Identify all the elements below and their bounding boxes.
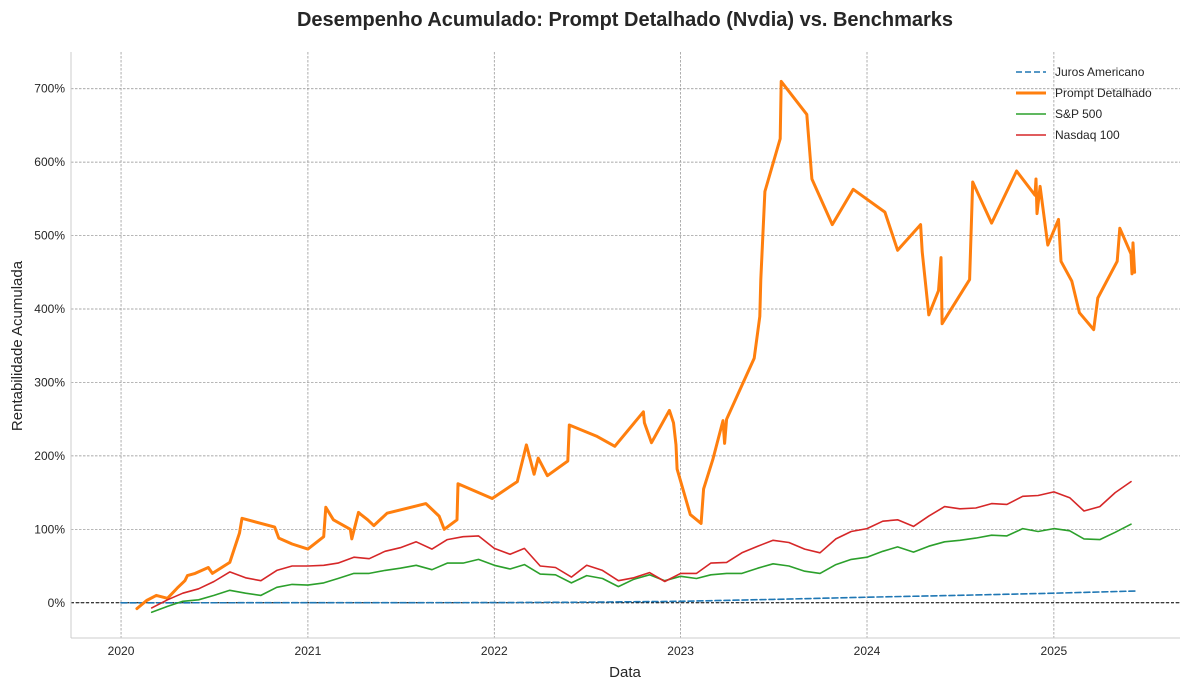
x-tick-label: 2025 bbox=[1041, 644, 1068, 658]
series-line-1 bbox=[135, 79, 1137, 611]
axes bbox=[70, 52, 1180, 639]
x-axis-ticks: 2020 2021 2022 2023 2024 2025 bbox=[108, 644, 1068, 658]
x-tick-label: 2021 bbox=[295, 644, 322, 658]
y-tick-label: 200% bbox=[34, 449, 65, 463]
legend-label-1: Prompt Detalhado bbox=[1055, 86, 1152, 100]
series-line-0 bbox=[120, 590, 1137, 604]
y-tick-label: 400% bbox=[34, 302, 65, 316]
y-axis-ticks: 0% 100% 200% 300% 400% 500% 600% 700% bbox=[34, 82, 65, 610]
legend-label-3: Nasdaq 100 bbox=[1055, 128, 1120, 142]
y-tick-label: 600% bbox=[34, 155, 65, 169]
grid-lines bbox=[71, 52, 1180, 638]
y-tick-label: 700% bbox=[34, 82, 65, 96]
series-line-2 bbox=[150, 523, 1132, 614]
x-tick-label: 2022 bbox=[481, 644, 508, 658]
x-axis-label: Data bbox=[609, 664, 641, 681]
series-lines bbox=[120, 79, 1137, 614]
series-line-3 bbox=[150, 480, 1132, 609]
y-axis-label: Rentabilidade Acumulada bbox=[9, 260, 26, 431]
y-tick-label: 300% bbox=[34, 375, 65, 389]
y-tick-label: 100% bbox=[34, 522, 65, 536]
legend-label-0: Juros Americano bbox=[1055, 65, 1145, 79]
x-tick-label: 2020 bbox=[108, 644, 135, 658]
y-tick-label: 500% bbox=[34, 229, 65, 243]
y-tick-label: 0% bbox=[48, 596, 66, 610]
x-tick-label: 2023 bbox=[667, 644, 694, 658]
legend-label-2: S&P 500 bbox=[1055, 107, 1102, 121]
x-tick-label: 2024 bbox=[854, 644, 881, 658]
legend: Juros Americano Prompt Detalhado S&P 500 Na… bbox=[1016, 65, 1152, 142]
chart-title: Desempenho Acumulado: Prompt Detalhado (… bbox=[297, 9, 953, 31]
